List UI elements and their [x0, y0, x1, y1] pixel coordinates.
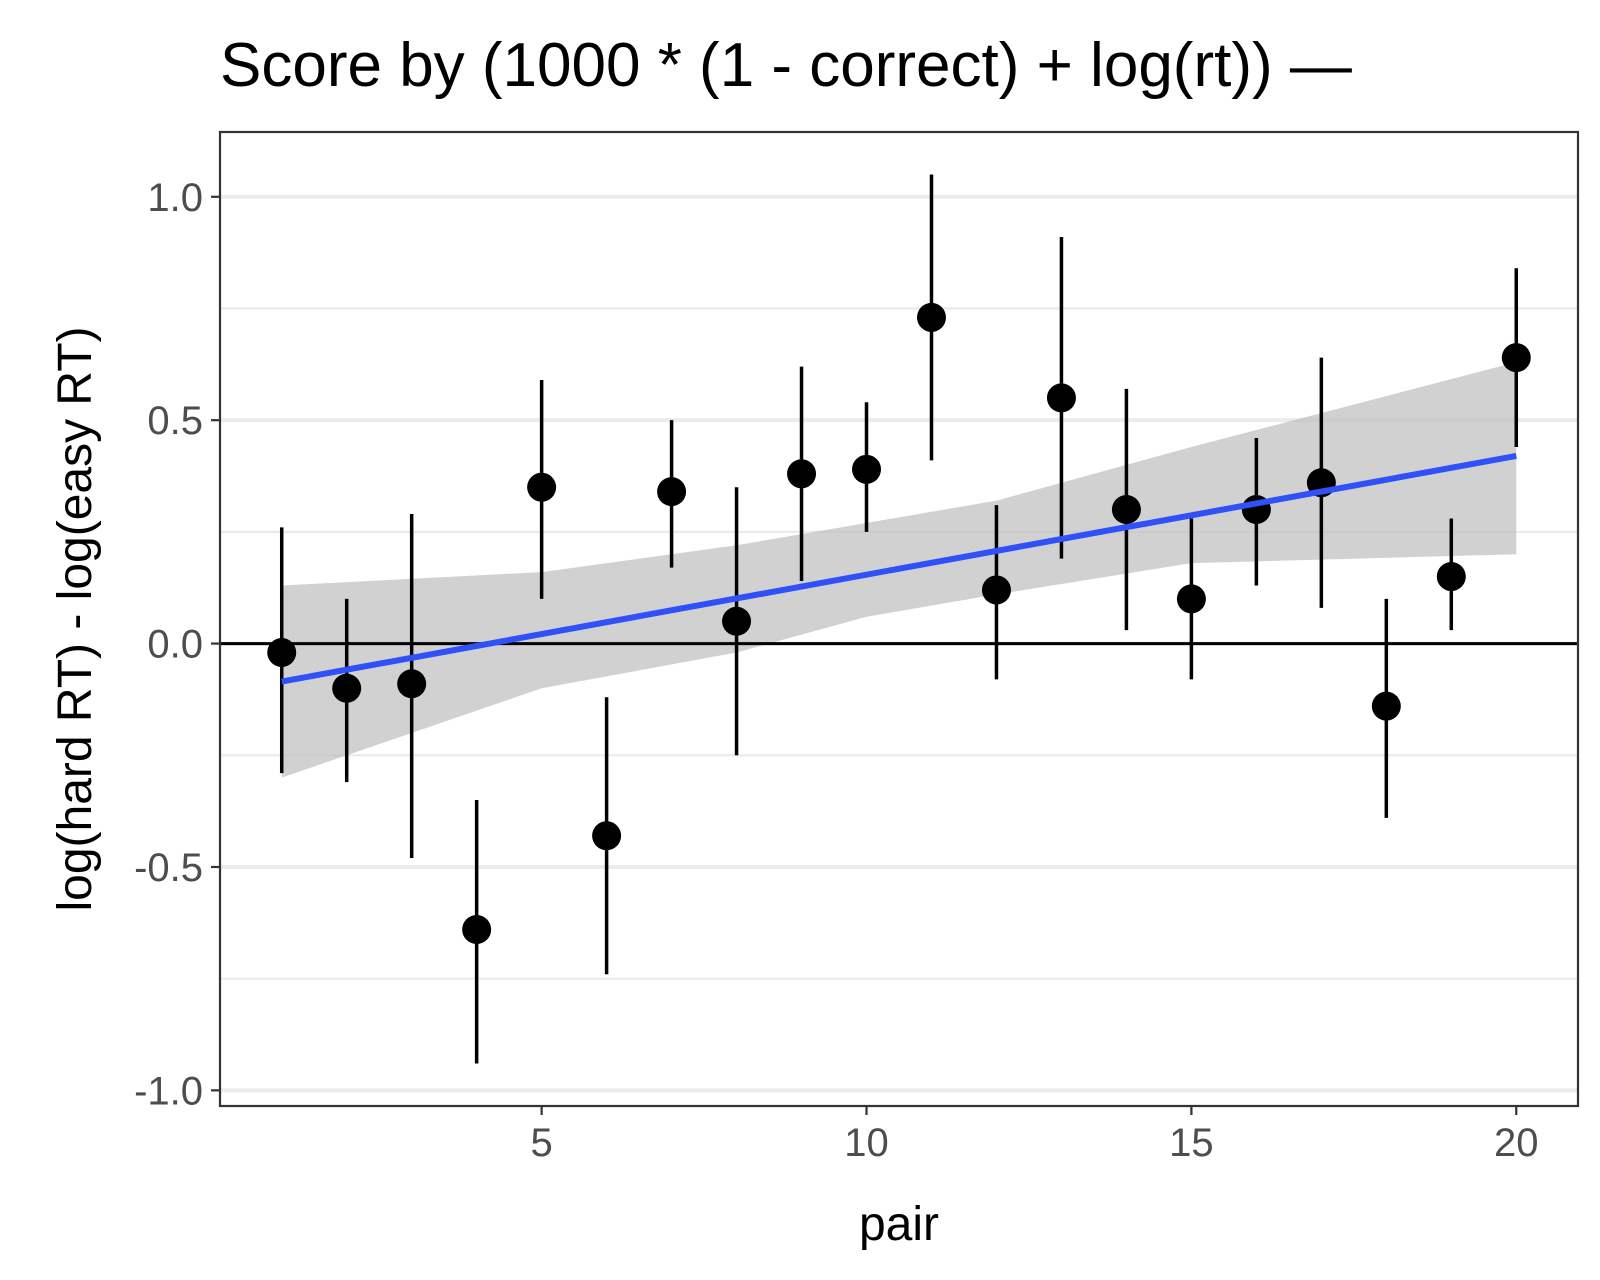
- data-point: [722, 606, 752, 636]
- x-tick-label: 10: [844, 1121, 889, 1165]
- y-tick-label: -1.0: [134, 1069, 203, 1113]
- data-point: [916, 302, 946, 332]
- x-tick-label: 5: [531, 1121, 553, 1165]
- data-point: [852, 454, 882, 484]
- chart-title: Score by (1000 * (1 - correct) + log(rt)…: [220, 31, 1352, 100]
- x-tick-label: 20: [1494, 1121, 1539, 1165]
- data-point: [1046, 383, 1076, 413]
- plot-panel: [218, 130, 1580, 1108]
- data-point: [657, 477, 687, 507]
- y-tick-label: 0.5: [147, 399, 203, 443]
- data-point: [527, 472, 557, 502]
- x-axis-title: pair: [859, 1198, 939, 1251]
- trend-line: [281, 452, 1517, 685]
- data-point: [397, 669, 427, 699]
- x-axis: 5 10 15 20: [531, 1106, 1539, 1165]
- y-axis-title: log(hard RT) - log(easy RT): [49, 326, 102, 911]
- panel-border: [218, 130, 1580, 1108]
- y-axis: -1.0 -0.5 0.0 0.5 1.0: [134, 176, 220, 1113]
- x-tick-label: 15: [1169, 1121, 1214, 1165]
- data-point: [1501, 343, 1531, 373]
- data-point: [267, 638, 297, 668]
- data-point: [1371, 691, 1401, 721]
- y-tick-label: -0.5: [134, 846, 203, 890]
- data-point: [332, 673, 362, 703]
- y-tick-label: 1.0: [147, 176, 203, 220]
- data-point: [981, 575, 1011, 605]
- data-point: [1436, 562, 1466, 592]
- data-points: [267, 302, 1531, 945]
- data-point: [462, 915, 492, 945]
- data-point: [1176, 584, 1206, 614]
- data-point: [787, 459, 817, 489]
- data-point: [592, 821, 622, 851]
- data-point: [1111, 495, 1141, 525]
- y-tick-label: 0.0: [147, 623, 203, 667]
